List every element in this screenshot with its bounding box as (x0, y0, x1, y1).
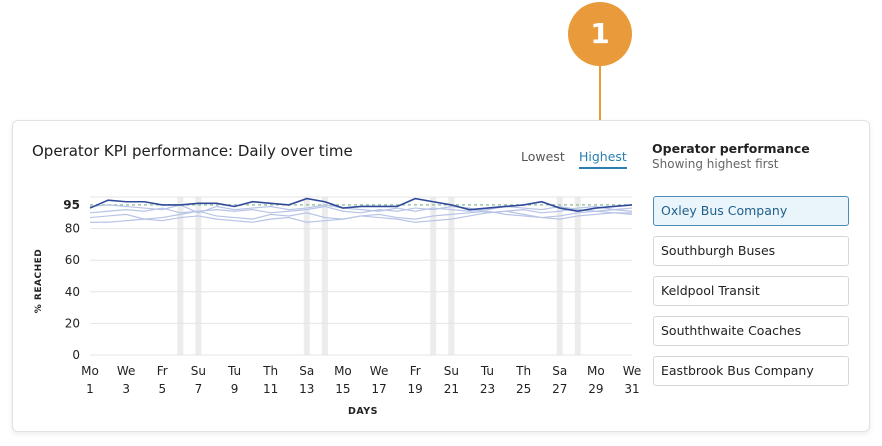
x-tick-day: We (370, 364, 389, 378)
weekend-band (556, 197, 563, 355)
x-tick-day: Th (515, 364, 531, 378)
badge-connector (599, 66, 601, 139)
y-tick-label: 80 (65, 222, 80, 236)
operator-item-oxley[interactable]: Oxley Bus Company (653, 196, 849, 226)
x-axis-label: DAYS (348, 406, 378, 417)
x-tick-day: Mo (81, 364, 99, 378)
x-tick-date: 29 (588, 382, 603, 396)
weekend-band (195, 197, 202, 355)
x-tick-date: 25 (516, 382, 531, 396)
x-tick-day: We (623, 364, 642, 378)
kpi-line-chart: 0 20 40 60 80 95 Mo 1 We 3 Fr 5 Su 7 Tu 9 Th 11 Sa 13 Mo 15 We… (34, 196, 642, 417)
x-tick-day: We (117, 364, 136, 378)
x-tick-day: Fr (157, 364, 168, 378)
weekend-band (430, 197, 437, 355)
y-tick-label: 60 (65, 253, 80, 267)
x-tick-day: Mo (587, 364, 605, 378)
operator-item-eastbrook[interactable]: Eastbrook Bus Company (653, 356, 849, 386)
kpi-card: Operator KPI performance: Daily over tim… (12, 120, 870, 432)
x-tick-date: 11 (263, 382, 278, 396)
y-tick-label: 95 (63, 198, 80, 212)
x-tick-date: 31 (624, 382, 639, 396)
operator-panel-subtitle: Showing highest first (652, 157, 779, 171)
x-tick-date: 15 (335, 382, 350, 396)
x-tick-date: 7 (195, 382, 203, 396)
weekend-band (303, 197, 310, 355)
operator-item-southburgh[interactable]: Southburgh Buses (653, 236, 849, 266)
x-tick-date: 5 (158, 382, 166, 396)
x-tick-date: 17 (371, 382, 386, 396)
x-tick-date: 27 (552, 382, 567, 396)
step-badge: 1 (568, 2, 632, 66)
x-tick-day: Tu (480, 364, 494, 378)
card-title: Operator KPI performance: Daily over tim… (32, 142, 353, 160)
x-tick-date: 23 (480, 382, 495, 396)
x-tick-day: Su (191, 364, 206, 378)
y-tick-label: 20 (65, 316, 80, 330)
series-line (89, 205, 633, 214)
y-axis-label: % REACHED (34, 249, 44, 313)
operator-item-souththwaite[interactable]: Souththwaite Coaches (653, 316, 849, 346)
x-tick-day: Su (444, 364, 459, 378)
sort-lowest-toggle[interactable]: Lowest (521, 149, 565, 164)
x-tick-date: 19 (408, 382, 423, 396)
x-tick-day: Th (262, 364, 278, 378)
x-tick-day: Mo (334, 364, 352, 378)
y-tick-label: 40 (65, 285, 80, 299)
weekend-band (448, 197, 455, 355)
x-tick-date: 1 (86, 382, 94, 396)
x-tick-date: 13 (299, 382, 314, 396)
x-tick-day: Sa (552, 364, 567, 378)
weekend-band (321, 197, 328, 355)
sort-highest-toggle[interactable]: Highest (579, 149, 627, 169)
operator-panel-title: Operator performance (652, 141, 810, 156)
y-tick-label: 0 (72, 348, 80, 362)
operator-item-keldpool[interactable]: Keldpool Transit (653, 276, 849, 306)
x-tick-date: 9 (231, 382, 239, 396)
x-tick-date: 21 (444, 382, 459, 396)
series-line (89, 197, 633, 213)
weekend-band (177, 197, 184, 355)
x-tick-date: 3 (122, 382, 130, 396)
weekend-band (574, 197, 581, 355)
x-tick-day: Tu (227, 364, 241, 378)
x-tick-day: Sa (299, 364, 314, 378)
x-tick-day: Fr (410, 364, 421, 378)
series-line (89, 210, 633, 220)
